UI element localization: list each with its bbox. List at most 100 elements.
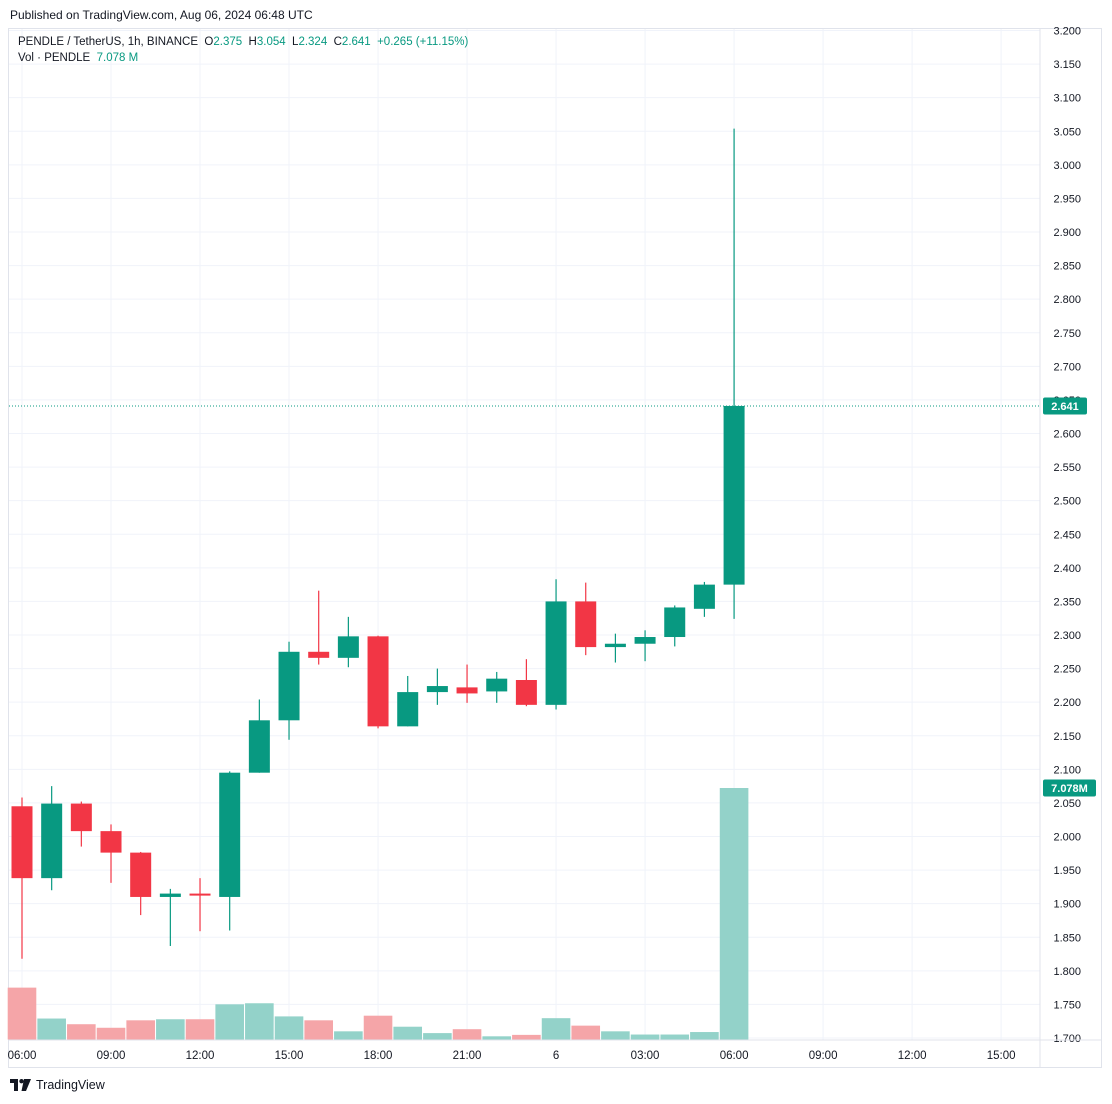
last-price-badge xyxy=(1043,397,1087,415)
y-tick-label: 2.500 xyxy=(1053,496,1081,508)
published-caption: Published on TradingView.com, Aug 06, 20… xyxy=(10,8,313,22)
legend-volume-row: Vol · PENDLE 7.078 M xyxy=(18,50,468,66)
legend-high-value: 3.054 xyxy=(256,36,286,48)
last-volume-badge xyxy=(1043,779,1096,797)
volume-bar[interactable] xyxy=(334,1031,363,1040)
y-tick-label: 2.000 xyxy=(1053,832,1081,844)
volume-bar[interactable] xyxy=(7,987,37,1040)
x-tick-label: 21:00 xyxy=(453,1050,482,1062)
legend-close-label: C xyxy=(333,36,342,48)
volume-bar[interactable] xyxy=(126,1020,155,1040)
y-tick-label: 3.150 xyxy=(1053,59,1081,71)
x-tick-label: 15:00 xyxy=(275,1050,304,1062)
volume-bar[interactable] xyxy=(541,1018,571,1040)
y-tick-label: 2.700 xyxy=(1053,361,1081,373)
legend-high-label: H xyxy=(248,36,257,48)
candle-body[interactable] xyxy=(130,852,152,897)
volume-bar[interactable] xyxy=(304,1020,333,1040)
volume-bar[interactable] xyxy=(274,1016,304,1040)
volume-bar[interactable] xyxy=(363,1015,393,1040)
last-price-label: 2.641 xyxy=(1051,401,1079,413)
candle-body[interactable] xyxy=(486,678,508,692)
y-tick-label: 3.200 xyxy=(1053,26,1081,38)
volume-bar[interactable] xyxy=(245,1003,274,1040)
candle-body[interactable] xyxy=(723,405,745,585)
legend-open-value: 2.375 xyxy=(213,36,243,48)
y-tick-label: 1.850 xyxy=(1053,932,1081,944)
x-tick-label: 09:00 xyxy=(809,1050,838,1062)
tradingview-logo-icon[interactable] xyxy=(10,1079,32,1091)
legend-volume-value: 7.078 M xyxy=(96,52,139,64)
chart-legend: PENDLE / TetherUS, 1h, BINANCE O2.375 H3… xyxy=(18,34,468,66)
candle-body[interactable] xyxy=(634,637,656,644)
volume-bar[interactable] xyxy=(423,1033,452,1040)
candle-body[interactable] xyxy=(70,803,92,832)
y-tick-label: 2.550 xyxy=(1053,462,1081,474)
volume-bar[interactable] xyxy=(156,1019,185,1040)
y-tick-label: 1.700 xyxy=(1053,1033,1081,1045)
candle-body[interactable] xyxy=(308,651,330,658)
legend-volume-label[interactable]: Vol · PENDLE xyxy=(18,52,91,64)
x-tick-label: 03:00 xyxy=(631,1050,660,1062)
candle-body[interactable] xyxy=(41,803,63,879)
y-tick-label: 1.800 xyxy=(1053,966,1081,978)
volume-bar[interactable] xyxy=(719,788,749,1040)
candle-body[interactable] xyxy=(693,584,715,609)
y-tick-label: 2.600 xyxy=(1053,429,1081,441)
candle-body[interactable] xyxy=(515,680,537,705)
candle-body[interactable] xyxy=(248,720,270,773)
legend-symbol[interactable]: PENDLE / TetherUS, 1h, BINANCE xyxy=(18,36,199,48)
candle-body[interactable] xyxy=(664,607,686,638)
y-tick-label: 2.300 xyxy=(1053,630,1081,642)
last-volume-label: 7.078M xyxy=(1051,783,1088,795)
candle-body[interactable] xyxy=(11,806,33,879)
candle-body[interactable] xyxy=(604,643,626,648)
y-tick-label: 1.950 xyxy=(1053,865,1081,877)
candle-body[interactable] xyxy=(337,636,359,658)
volume-bar[interactable] xyxy=(452,1029,482,1040)
volume-bar[interactable] xyxy=(96,1027,126,1040)
volume-bar[interactable] xyxy=(630,1034,660,1040)
x-tick-label: 06:00 xyxy=(8,1050,37,1062)
candle-body[interactable] xyxy=(456,687,478,694)
y-tick-label: 3.050 xyxy=(1053,126,1081,138)
volume-bar[interactable] xyxy=(512,1034,541,1040)
y-tick-label: 2.750 xyxy=(1053,328,1081,340)
y-tick-label: 2.200 xyxy=(1053,697,1081,709)
chart-frame xyxy=(8,28,1102,1068)
y-tick-label: 2.800 xyxy=(1053,294,1081,306)
volume-bar[interactable] xyxy=(185,1019,215,1040)
candle-body[interactable] xyxy=(426,686,448,693)
legend-low-label: L xyxy=(292,36,299,48)
volume-bar[interactable] xyxy=(393,1026,423,1040)
x-tick-label: 12:00 xyxy=(898,1050,927,1062)
volume-bar[interactable] xyxy=(215,1004,244,1040)
candle-body[interactable] xyxy=(278,651,300,721)
x-tick-label: 12:00 xyxy=(186,1050,215,1062)
candle-body[interactable] xyxy=(397,692,419,727)
footer-brand[interactable]: TradingView xyxy=(36,1078,105,1092)
y-tick-label: 2.050 xyxy=(1053,798,1081,810)
y-tick-label: 2.850 xyxy=(1053,261,1081,273)
volume-bar[interactable] xyxy=(571,1025,601,1040)
volume-bar[interactable] xyxy=(601,1031,630,1040)
candle-body[interactable] xyxy=(100,831,122,853)
candle-body[interactable] xyxy=(159,893,181,897)
legend-open-label: O xyxy=(204,36,214,48)
legend-change: +0.265 (+11.15%) xyxy=(377,36,469,48)
candle-body[interactable] xyxy=(367,636,389,727)
candle-body[interactable] xyxy=(219,772,241,897)
y-tick-label: 3.100 xyxy=(1053,93,1081,105)
volume-bar[interactable] xyxy=(660,1034,690,1040)
volume-bar[interactable] xyxy=(690,1032,719,1040)
volume-bar[interactable] xyxy=(37,1018,66,1040)
volume-bar[interactable] xyxy=(482,1036,512,1040)
x-tick-label: 09:00 xyxy=(97,1050,126,1062)
legend-low-value: 2.324 xyxy=(298,36,328,48)
x-tick-label: 15:00 xyxy=(987,1050,1016,1062)
candle-body[interactable] xyxy=(575,601,597,648)
volume-bar[interactable] xyxy=(67,1024,96,1040)
candle-body[interactable] xyxy=(545,601,567,705)
candle-body[interactable] xyxy=(189,893,211,896)
